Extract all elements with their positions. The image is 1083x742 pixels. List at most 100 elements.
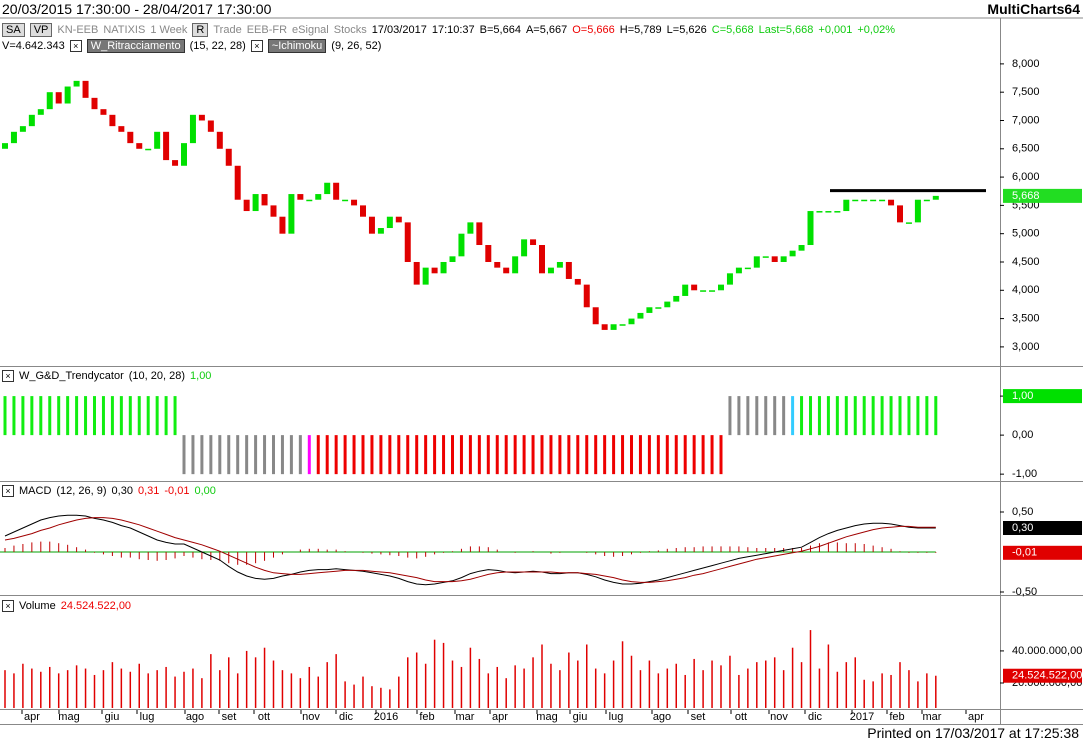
- indicator[interactable]: W_Ritracciamento: [86, 39, 185, 53]
- title: Volume: [19, 600, 56, 612]
- y-tick-label: 5,000: [1012, 228, 1040, 240]
- candle: [198, 114, 205, 121]
- candle: [825, 211, 832, 213]
- y-tick-label: -1,00: [1012, 468, 1037, 480]
- candle: [691, 284, 698, 291]
- x-tick-label: apr: [968, 711, 984, 723]
- candle: [861, 199, 868, 202]
- candle: [297, 194, 304, 200]
- candle: [798, 245, 805, 251]
- r-button[interactable]: R: [192, 23, 209, 37]
- x-tick-label: ott: [735, 711, 747, 723]
- field: EEB-FR: [246, 24, 288, 36]
- x-tick-label: set: [691, 711, 706, 723]
- candle: [897, 205, 903, 223]
- volume-info: V=4.642.343: [2, 40, 65, 52]
- field: A=5,667: [525, 24, 568, 36]
- field: +0,001: [818, 24, 853, 36]
- x-tick-label: mar: [456, 711, 475, 723]
- candle: [664, 301, 671, 308]
- field: eSignal: [292, 24, 329, 36]
- vp-button[interactable]: VP: [29, 23, 53, 37]
- value-tag-text: 5,668: [1012, 190, 1040, 202]
- candle: [700, 290, 707, 292]
- candle: [181, 143, 187, 166]
- symbol-button[interactable]: SA: [2, 23, 25, 37]
- candle: [288, 194, 295, 234]
- candle: [136, 143, 143, 149]
- candle: [225, 148, 232, 166]
- value-tag-text: 24.524.522,00: [1012, 670, 1082, 682]
- params: (9, 26, 52): [331, 40, 382, 52]
- y-tick-label: 6,500: [1012, 143, 1040, 155]
- candle: [19, 126, 26, 132]
- resolution: 1 Week: [150, 24, 188, 36]
- candle: [485, 245, 492, 262]
- params: (10, 20, 28): [128, 370, 186, 382]
- candle: [789, 250, 796, 257]
- candle: [780, 256, 787, 262]
- candle: [351, 199, 358, 206]
- close-box[interactable]: ×: [69, 40, 82, 52]
- value-tag-text: 0,30: [1012, 522, 1033, 534]
- candle: [207, 120, 214, 132]
- field: 17/03/2017: [371, 24, 427, 36]
- candle: [834, 211, 841, 213]
- candle: [315, 194, 322, 200]
- y-tick-label: 0,50: [1012, 506, 1033, 518]
- candle: [852, 199, 859, 202]
- x-tick-label: mag: [536, 711, 557, 723]
- y-tick-label: 4,500: [1012, 256, 1040, 268]
- params: (15, 22, 28): [189, 40, 246, 52]
- candle: [879, 199, 886, 202]
- y-tick-label: 3,000: [1012, 341, 1040, 353]
- candle: [467, 222, 474, 234]
- candle: [718, 284, 724, 291]
- value-tag: [1003, 188, 1082, 203]
- candle: [476, 222, 483, 246]
- symbol: KN-EEB: [57, 24, 99, 36]
- indicators: V=4.642.343 × W_Ritracciamento (15, 22, …: [2, 39, 381, 53]
- macd-line: [4, 517, 936, 583]
- candle: [46, 92, 53, 110]
- indicator[interactable]: ~Ichimoku: [267, 39, 327, 53]
- candle: [932, 195, 939, 200]
- candle: [163, 131, 170, 161]
- candle: [2, 143, 8, 149]
- close-box[interactable]: ×: [2, 370, 14, 382]
- candle: [494, 261, 501, 268]
- candle: [64, 86, 71, 104]
- last-value: 0,31: [137, 485, 160, 497]
- candle: [744, 267, 751, 270]
- field: L=5,626: [666, 24, 707, 36]
- candle: [888, 199, 895, 206]
- close-box[interactable]: ×: [250, 40, 263, 52]
- y-tick-label: 0,00: [1012, 429, 1033, 441]
- y-tick-label: 40.000.000,00: [1012, 645, 1082, 657]
- close-box[interactable]: ×: [2, 485, 14, 497]
- candle: [386, 216, 393, 229]
- candle: [306, 199, 313, 202]
- candle: [413, 261, 420, 285]
- candle: [404, 222, 411, 262]
- x-tick-label: feb: [889, 711, 904, 723]
- candle: [422, 267, 429, 285]
- candle: [395, 216, 402, 223]
- candle: [91, 97, 98, 110]
- field: Last=5,668: [758, 24, 814, 36]
- candle: [726, 273, 733, 285]
- candle: [127, 131, 134, 144]
- candle: [118, 126, 125, 132]
- candle: [816, 211, 823, 213]
- candle: [440, 261, 447, 274]
- candle: [530, 239, 537, 246]
- field: Stocks: [333, 24, 367, 36]
- y-tick-label: 6,000: [1012, 171, 1040, 183]
- x-tick-label: giu: [573, 711, 588, 723]
- candle: [539, 245, 545, 274]
- x-tick-label: nov: [770, 711, 788, 723]
- close-box[interactable]: ×: [2, 600, 14, 612]
- candle: [807, 211, 814, 246]
